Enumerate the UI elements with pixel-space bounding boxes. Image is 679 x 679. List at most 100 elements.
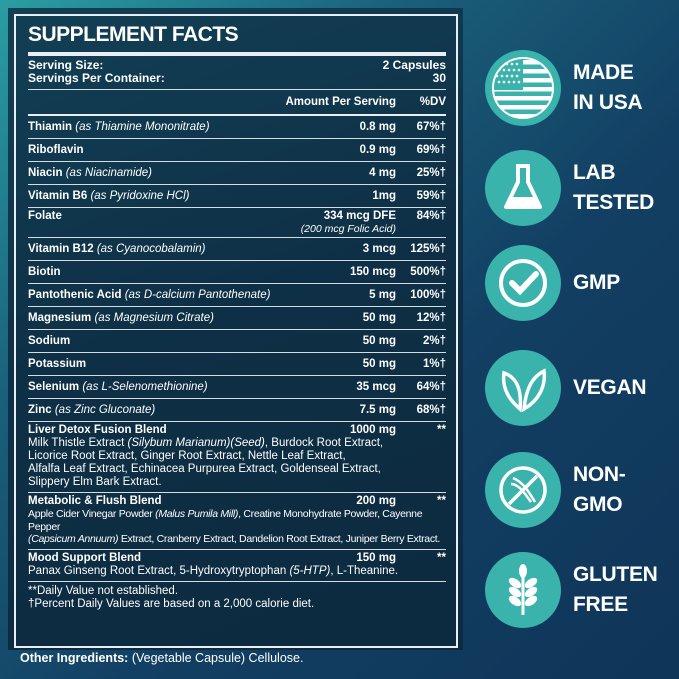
- amount-value: 334 mcg DFE: [323, 210, 396, 222]
- blend-amount: 1000 mg: [349, 424, 396, 436]
- nutrient-name: Riboflavin: [28, 144, 286, 157]
- nutrient-name: Vitamin B12 (as Cyanocobalamin): [28, 243, 286, 256]
- nutrient-row: Magnesium (as Magnesium Citrate) 50 mg 12%…: [28, 307, 446, 330]
- other-ingredients: Other Ingredients: (Vegetable Capsule) C…: [20, 651, 303, 665]
- amount-value: 50 mg: [362, 311, 396, 324]
- amount-value: 50 mg: [362, 334, 396, 347]
- amount-value: 150 mcg: [349, 265, 396, 278]
- nutrient-dv: 500%†: [410, 265, 446, 278]
- nutrient-name: Potassium: [28, 358, 286, 371]
- nutrient-name: Magnesium (as Magnesium Citrate): [28, 312, 286, 325]
- badge-label-line: GMO: [573, 493, 623, 516]
- nutrient-label: Vitamin B6: [28, 189, 88, 202]
- amount-value: 50 mg: [362, 357, 396, 370]
- nutrient-label: Riboflavin: [28, 143, 84, 156]
- nutrient-amount: 3 mcg: [286, 243, 396, 256]
- nutrient-label: Thiamin: [28, 120, 73, 133]
- nutrient-amount: 0.9 mg: [286, 144, 396, 157]
- amount-value: 5 mg: [369, 288, 396, 301]
- amount-value: 3 mcg: [362, 242, 396, 255]
- badge-label: GLUTEN FREE: [573, 560, 658, 620]
- amount-detail: (200 mcg Folic Acid): [300, 223, 396, 235]
- ingredient-text: (Capsicum Annuum): [28, 533, 119, 545]
- checkmark-icon: [485, 245, 561, 321]
- amount-value: 4 mg: [369, 166, 396, 179]
- nutrient-name: Pantothenic Acid (as D-calcium Pantothen…: [28, 289, 286, 302]
- nutrient-label: Vitamin B12: [28, 242, 94, 255]
- ingredient-text: , Creatine Monohydrate Powder, Cayenne P…: [28, 508, 423, 533]
- badge-lab: LAB TESTED: [485, 150, 654, 226]
- nutrient-label: Sodium: [28, 334, 71, 347]
- other-ingredients-label: Other Ingredients:: [20, 651, 129, 665]
- amount-value: 0.8 mg: [359, 120, 396, 133]
- panel-title: SUPPLEMENT FACTS: [28, 23, 239, 46]
- nutrient-name: Thiamin (as Thiamine Mononitrate): [28, 121, 286, 134]
- ingredient-text: Apple Cider Vinegar Powder: [28, 508, 156, 520]
- nutrient-amount: 4 mg: [286, 167, 396, 180]
- nutrient-label: Zinc: [28, 403, 52, 416]
- blend-section: Metabolic & Flush Blend 200 mg ** Apple Cid…: [28, 493, 446, 550]
- nutrient-row: Pantothenic Acid (as D-calcium Pantothen…: [28, 284, 446, 307]
- footnotes: **Daily Value not established. †Percent …: [28, 582, 446, 611]
- blend-ingredients-line: Alfalfa Leaf Extract, Echinacea Purpurea…: [28, 463, 446, 476]
- blend-header: Metabolic & Flush Blend 200 mg **: [28, 495, 446, 508]
- nutrient-row: Thiamin (as Thiamine Mononitrate) 0.8 mg 6…: [28, 116, 446, 139]
- leaf-icon: [485, 350, 561, 426]
- badge-gluten: GLUTEN FREE: [485, 552, 658, 628]
- blend-header: Mood Support Blend 150 mg **: [28, 552, 446, 565]
- nutrient-name: Biotin: [28, 266, 286, 279]
- ingredient-text: Panax Ginseng Root Extract, 5-Hydroxytry…: [28, 564, 290, 577]
- nutrient-source: (as Cyanocobalamin): [96, 242, 206, 255]
- badge-label: LAB TESTED: [573, 158, 654, 218]
- nutrient-row: Riboflavin 0.9 mg 69%†: [28, 139, 446, 162]
- servings-row: Servings Per Container: 30: [28, 72, 446, 85]
- nutrient-label: Magnesium: [28, 311, 92, 324]
- nutrient-amount: 7.5 mg: [286, 404, 396, 417]
- ingredient-text: Alfalfa Leaf Extract, Echinacea Purpurea…: [28, 463, 381, 475]
- badge-label-line: LAB: [573, 161, 616, 184]
- nutrient-source: (as Pyridoxine HCl): [90, 189, 190, 202]
- nutrient-row: Selenium (as L-Selenomethionine) 35 mcg 64…: [28, 376, 446, 399]
- nutrient-amount: 50 mg: [286, 312, 396, 325]
- blend-ingredients-line: Slippery Elm Bark Extract.: [28, 476, 446, 489]
- badge-label-line: GMP: [573, 271, 620, 294]
- blend-dv: **: [437, 424, 446, 436]
- blend-ingredients-line: Panax Ginseng Root Extract, 5-Hydroxytry…: [28, 565, 446, 578]
- nutrient-name: Vitamin B6 (as Pyridoxine HCl): [28, 190, 286, 203]
- footnote: **Daily Value not established.: [28, 584, 179, 597]
- badge-label: GMP: [573, 268, 620, 298]
- nutrient-dv: 25%†: [416, 166, 446, 179]
- servings-label: Servings Per Container:: [28, 71, 165, 85]
- nutrient-amount: 150 mcg: [286, 266, 396, 279]
- flask-icon: [485, 150, 561, 226]
- nutrient-row: Potassium 50 mg 1%†: [28, 353, 446, 376]
- badge-label-line: MADE: [573, 61, 634, 84]
- nutrient-dv: 2%†: [422, 334, 446, 347]
- serving-size-value: 2 Capsules: [382, 58, 446, 72]
- ingredient-text: Licorice Root Extract, Ginger Root Extra…: [28, 450, 346, 462]
- ingredient-text: Milk Thistle Extract: [28, 437, 128, 449]
- nutrient-amount: 0.8 mg: [286, 121, 396, 134]
- blend-dv: **: [437, 551, 446, 564]
- serving-size-row: Serving Size: 2 Capsules: [28, 59, 446, 72]
- nutrient-dv: 68%†: [416, 403, 446, 416]
- nutrient-dv: 59%†: [416, 189, 446, 202]
- nutrient-dv: 12%†: [416, 311, 446, 324]
- nutrient-row: Vitamin B6 (as Pyridoxine HCl) 1mg 59%†: [28, 185, 446, 208]
- ingredient-text: (Malus Pumila Mill): [155, 508, 239, 520]
- nutrient-dv: 84%†: [416, 210, 446, 222]
- nutrient-dv: 69%†: [416, 143, 446, 156]
- nutrient-source: (as Thiamine Mononitrate): [75, 120, 210, 133]
- blend-section: Mood Support Blend 150 mg ** Panax Ginseng …: [28, 550, 446, 582]
- nutrient-label: Pantothenic Acid: [28, 288, 122, 301]
- nutrient-amount: 50 mg: [286, 335, 396, 348]
- blend-amount: 200 mg: [356, 495, 396, 507]
- nutrient-name: Niacin (as Niacinamide): [28, 167, 286, 180]
- amount-value: 1mg: [372, 189, 396, 202]
- divider: [28, 52, 446, 56]
- dv-header: %DV: [419, 95, 446, 108]
- nutrient-amount: 334 mcg DFE (200 mcg Folic Acid): [246, 210, 396, 236]
- badge-made: MADE IN USA: [485, 50, 643, 126]
- amount-header: Amount Per Serving: [285, 95, 396, 108]
- usa-flag-icon: [485, 50, 561, 126]
